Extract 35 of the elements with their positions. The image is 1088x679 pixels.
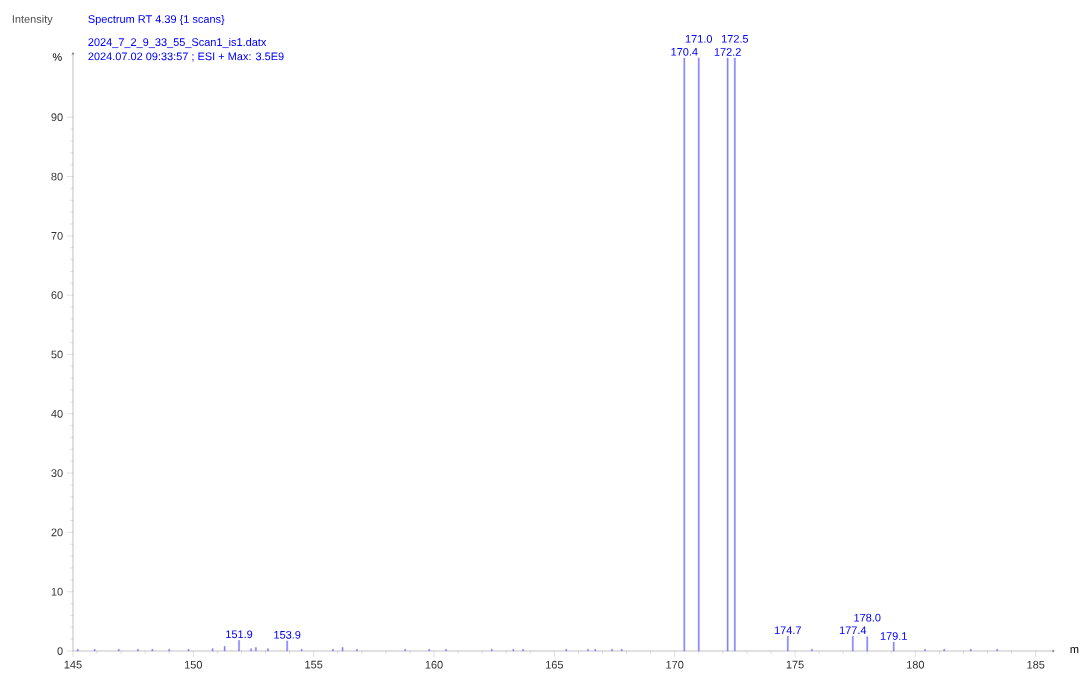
x-tick-label: 155 (305, 660, 323, 669)
y-tick-label: 80 (51, 172, 63, 181)
y-tick-label: 40 (51, 409, 63, 418)
annotation: 178.0 (854, 613, 881, 622)
chart-title: Spectrum RT 4.39 {1 scans} (88, 14, 225, 26)
text: % (52, 53, 62, 61)
annotation: 172.5 (721, 34, 749, 43)
y-tick-label: 20 (51, 528, 63, 537)
x-tick-label: 165 (546, 660, 564, 669)
chart-subtitle: 2024_7_2_9_33_55_Scan1_is1.datx (88, 37, 267, 49)
x-tick-label: 185 (1027, 660, 1045, 669)
x-tick-label: 175 (786, 660, 804, 669)
annotation: 179.1 (880, 632, 907, 640)
x-tick-label: 160 (425, 660, 443, 669)
annotation: 153.9 (274, 630, 301, 639)
annotation: 171.0 (685, 34, 713, 43)
x-axis-title: m (1070, 647, 1079, 653)
annotation: 177.4 (839, 626, 867, 634)
y-tick-label: 50 (51, 350, 63, 359)
y-axis-title: Intensity (12, 14, 53, 26)
y-tick-label: 60 (51, 291, 63, 300)
x-tick-label: 180 (907, 660, 925, 669)
annotation: 170.4 (671, 47, 698, 56)
x-tick-label: 170 (666, 660, 684, 669)
y-tick-label: 70 (51, 231, 63, 240)
y-tick-label: 30 (51, 469, 63, 477)
annotation: 174.7 (774, 626, 801, 634)
y-tick-label: 10 (51, 587, 63, 596)
annotation: 2024.07.02 09:33:57 ; ESI + Max: 3.5E9 (88, 52, 284, 62)
annotation: 151.9 (226, 630, 253, 639)
y-tick-label: 90 (51, 113, 63, 122)
y-tick-label: 0 (57, 647, 63, 655)
annotation: 172.2 (714, 48, 741, 56)
x-tick-label: 145 (64, 660, 82, 669)
x-tick-label: 150 (185, 660, 203, 669)
